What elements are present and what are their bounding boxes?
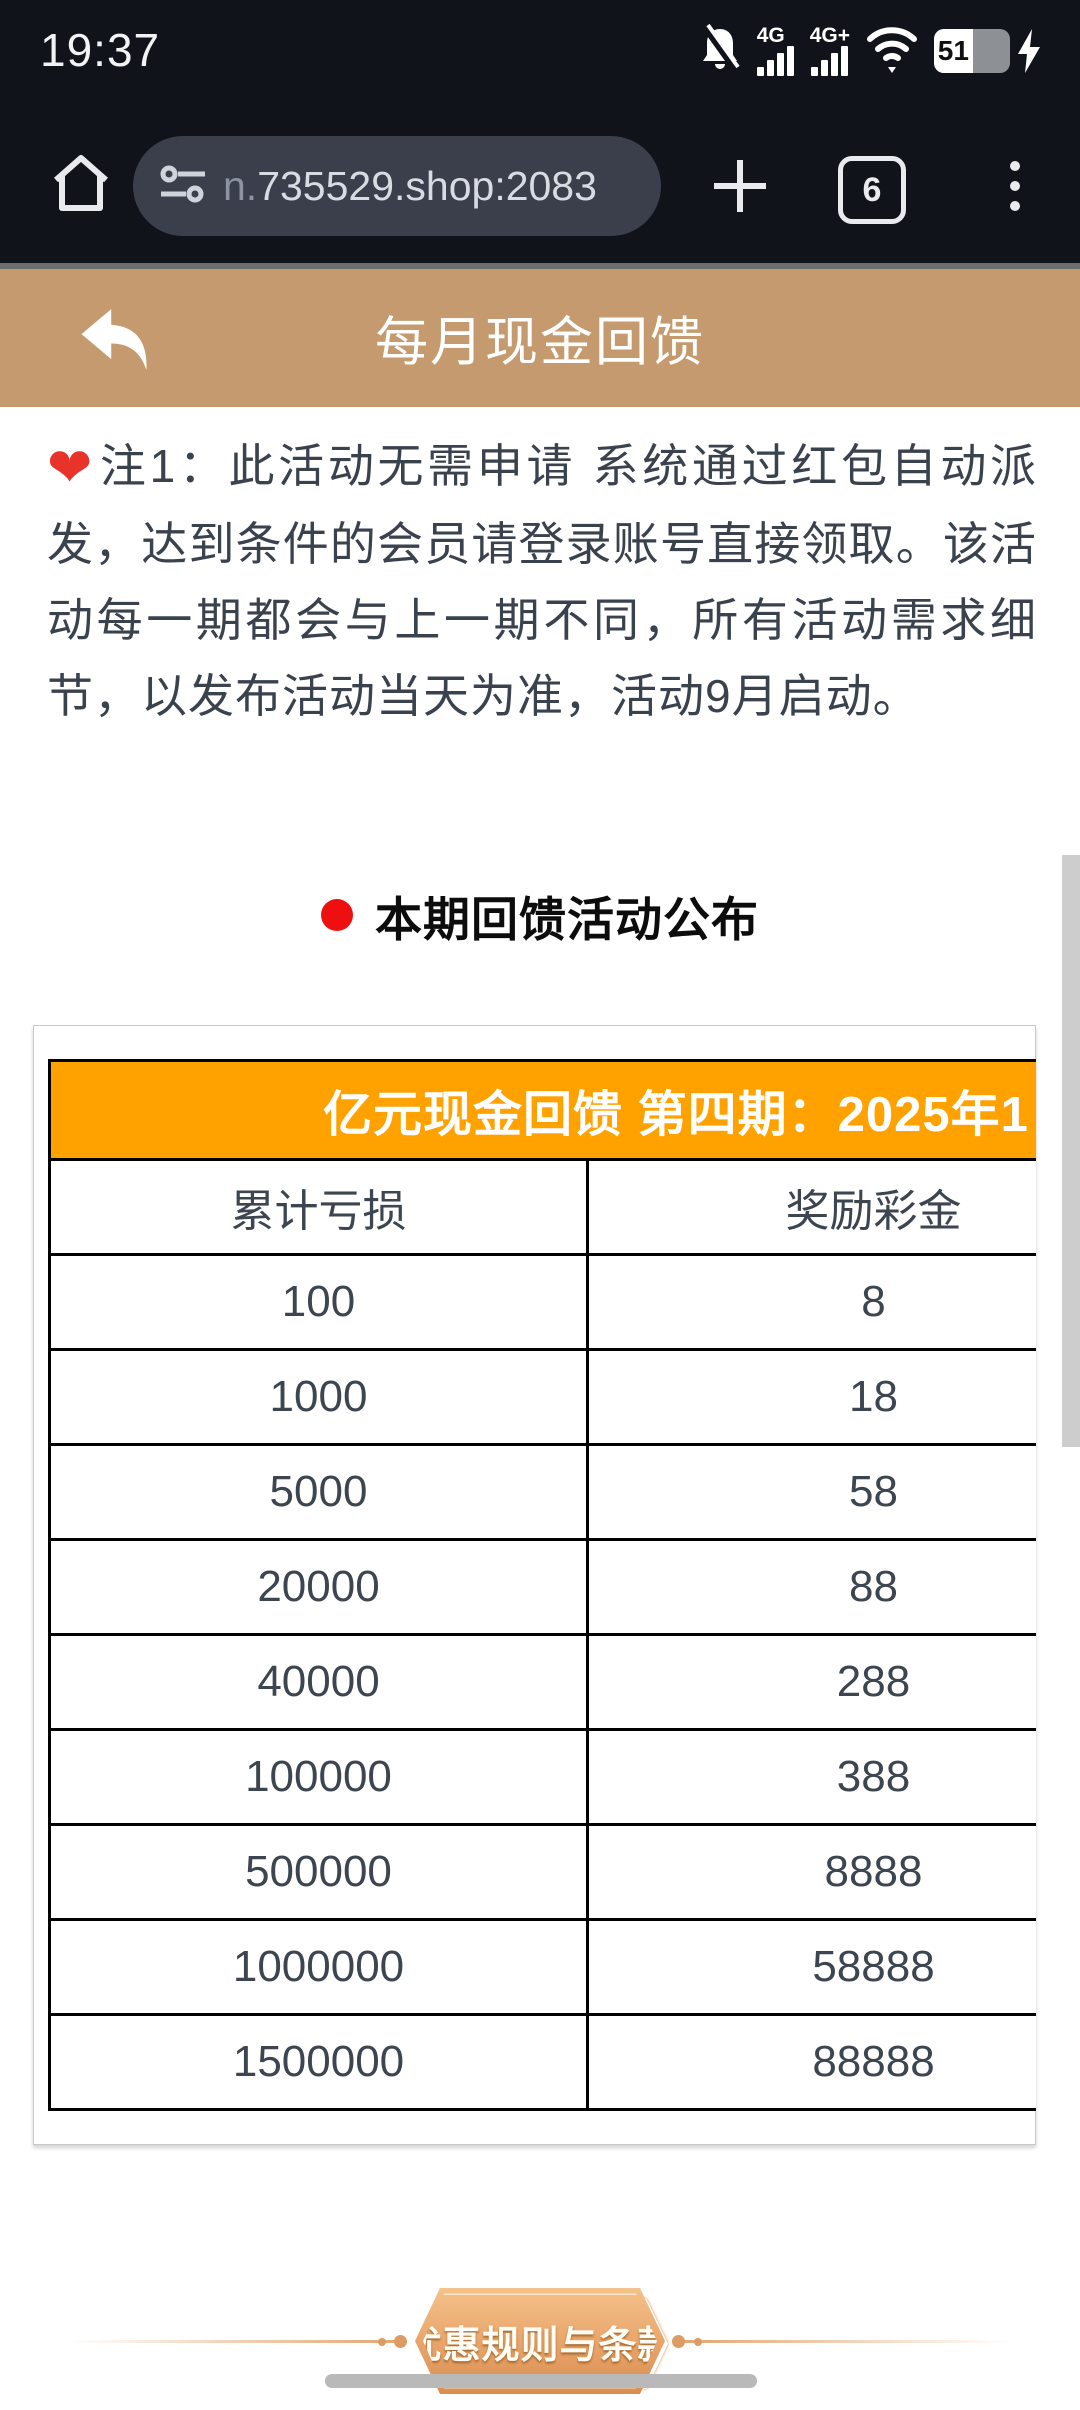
table-cell: 288 (586, 1633, 1036, 1731)
table-row: 40000 288 (48, 1633, 1036, 1731)
home-button[interactable] (48, 150, 114, 221)
table-cell: 88888 (586, 2013, 1036, 2111)
table-cell: 5000 (48, 1443, 589, 1541)
table-row: 100 8 (48, 1253, 1036, 1351)
site-settings-icon[interactable] (160, 162, 205, 211)
rules-badge-label: 优惠规则与条款 (403, 2324, 677, 2367)
section-heading-text: 本期回馈活动公布 (375, 892, 759, 946)
url-bar[interactable]: n.735529.shop:2083 (133, 136, 661, 236)
table-cell: 20000 (48, 1538, 589, 1636)
table-cell: 1500000 (48, 2013, 589, 2111)
column-header-bonus: 奖励彩金 (586, 1158, 1036, 1256)
table-cell: 58888 (586, 1918, 1036, 2016)
rebate-table-card: 亿元现金回馈 第四期：2025年1 累计亏损 奖励彩金 100 8 1000 18 50… (33, 1025, 1036, 2145)
back-arrow-icon (81, 309, 147, 371)
app-header (0, 269, 1080, 407)
ornament-line-left (70, 2340, 400, 2343)
footer-gray-bar (325, 2374, 757, 2388)
ornament-dot (394, 2335, 407, 2348)
table-title-row: 亿元现金回馈 第四期：2025年1 (48, 1059, 1036, 1161)
table-cell: 8888 (586, 1823, 1036, 1921)
table-cell: 58 (586, 1443, 1036, 1541)
notice-text: 注1：此活动无需申请 系统通过红包自动派发，达到条件的会员请登录账号直接领取。该… (47, 440, 1037, 722)
battery-percent: 51 (934, 28, 973, 73)
wifi-icon (866, 23, 918, 78)
table-cell: 388 (586, 1728, 1036, 1826)
new-tab-button[interactable] (690, 136, 790, 236)
table-cell: 8 (586, 1253, 1036, 1351)
battery-icon: 51 (934, 28, 1040, 73)
tab-count: 6 (862, 170, 882, 209)
table-header-row: 累计亏损 奖励彩金 (48, 1158, 1036, 1256)
divider (0, 263, 1080, 269)
notifications-off-icon (699, 23, 741, 76)
url-text: n.735529.shop:2083 (223, 162, 597, 209)
browser-menu-button[interactable] (975, 146, 1055, 226)
back-button[interactable] (62, 292, 162, 384)
signal-4g-plus-icon: 4G+ (810, 25, 850, 76)
table-cell: 100000 (48, 1728, 589, 1826)
table-cell: 88 (586, 1538, 1036, 1636)
table-row: 100000 388 (48, 1728, 1036, 1826)
signal-4g-icon: 4G (756, 25, 794, 76)
ornament-dot (694, 2338, 702, 2346)
table-row: 1000000 58888 (48, 1918, 1036, 2016)
rebate-table-body: 亿元现金回馈 第四期：2025年1 累计亏损 奖励彩金 100 8 1000 18 50… (48, 1059, 1036, 2111)
kebab-menu-icon (1010, 161, 1020, 211)
red-dot-icon (321, 899, 353, 931)
table-clip: 亿元现金回馈 第四期：2025年1 累计亏损 奖励彩金 100 8 1000 18 50… (48, 1059, 1036, 2111)
charging-bolt-icon (1018, 28, 1040, 73)
table-row: 5000 58 (48, 1443, 1036, 1541)
ornament-line-right (680, 2340, 1010, 2343)
page-title: 每月现金回馈 (375, 313, 705, 372)
status-bar: 19:37 4G 4G+ 51 (0, 0, 1080, 85)
table-cell: 100 (48, 1253, 589, 1351)
section-heading: 本期回馈活动公布 (0, 880, 1080, 950)
table-row: 1000 18 (48, 1348, 1036, 1446)
notice-paragraph: ❤注1：此活动无需申请 系统通过红包自动派发，达到条件的会员请登录账号直接领取。… (47, 428, 1037, 734)
ornament-dot (672, 2335, 685, 2348)
table-row: 20000 88 (48, 1538, 1036, 1636)
footer-rules-banner[interactable]: 《 》 优惠规则与条款 (0, 2282, 1080, 2402)
table-title: 亿元现金回馈 第四期：2025年1 (323, 1087, 1029, 1142)
table-cell: 1000 (48, 1348, 589, 1446)
page-scrollbar-thumb[interactable] (1062, 855, 1080, 1447)
table-cell: 500000 (48, 1823, 589, 1921)
clock: 19:37 (40, 23, 161, 76)
ornament-dot (378, 2338, 386, 2346)
table-cell: 1000000 (48, 1918, 589, 2016)
table-row: 500000 8888 (48, 1823, 1036, 1921)
table-row: 1500000 88888 (48, 2013, 1036, 2111)
rebate-table: 亿元现金回馈 第四期：2025年1 累计亏损 奖励彩金 100 8 1000 18 50… (48, 1059, 1036, 2111)
column-header-loss: 累计亏损 (48, 1158, 589, 1256)
tab-switcher-button[interactable]: 6 (838, 156, 906, 224)
table-cell: 18 (586, 1348, 1036, 1446)
table-cell: 40000 (48, 1633, 589, 1731)
heart-icon: ❤ (47, 438, 96, 498)
